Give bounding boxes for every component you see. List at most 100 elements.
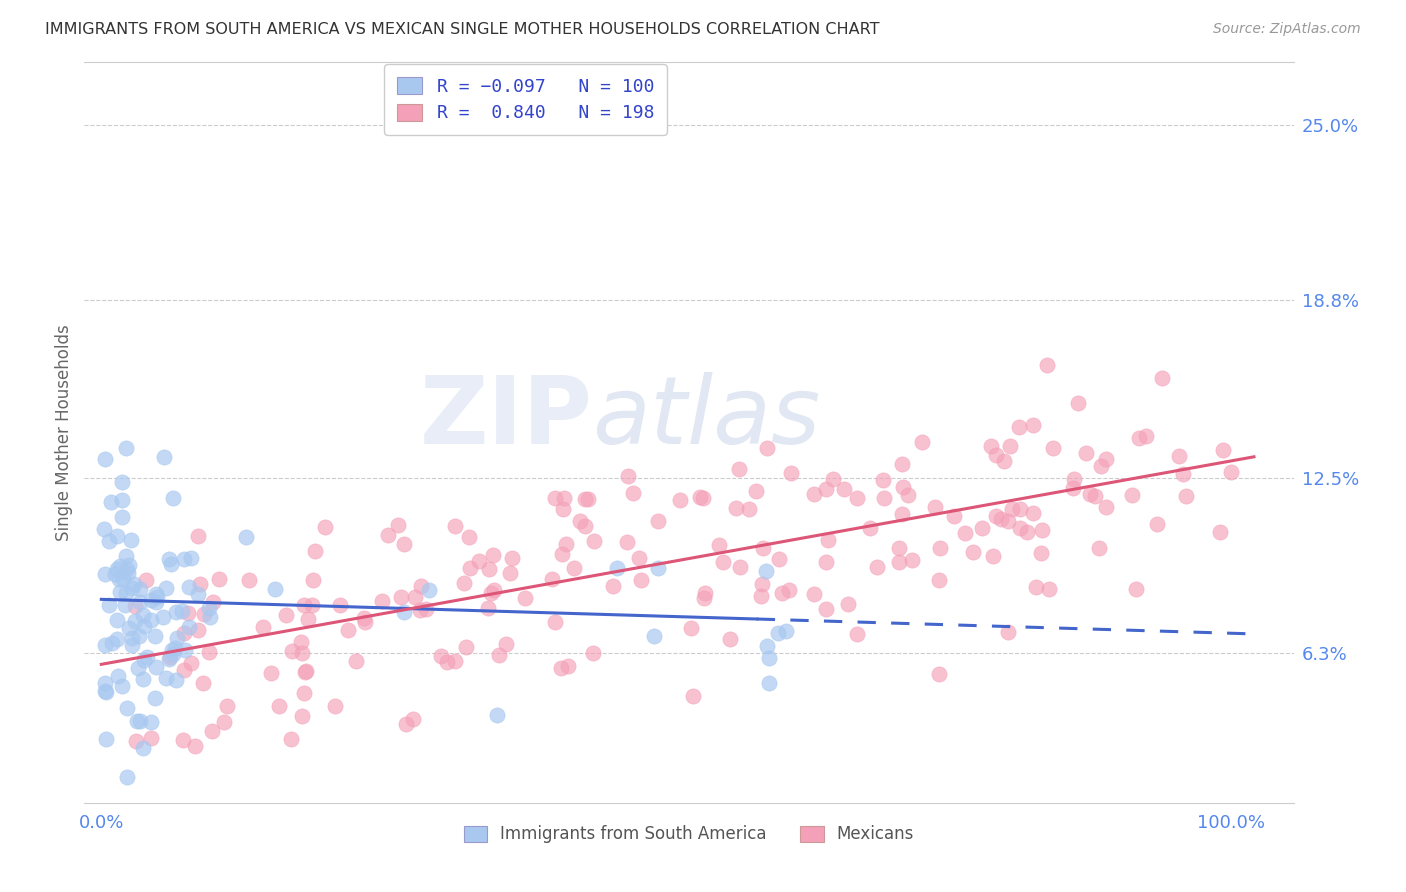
Point: [107, 669, 129, 683]
Point: [837, 597, 859, 611]
Point: [110, 559, 132, 574]
Point: [962, 545, 984, 559]
Point: [173, 663, 195, 677]
Point: [354, 615, 377, 630]
Point: [1175, 490, 1198, 504]
Point: [93, 452, 115, 467]
Point: [647, 514, 669, 528]
Point: [444, 519, 467, 533]
Point: [755, 441, 778, 455]
Point: [187, 587, 209, 601]
Point: [177, 620, 200, 634]
Point: [551, 547, 574, 561]
Point: [984, 448, 1007, 462]
Point: [117, 561, 139, 575]
Point: [453, 575, 475, 590]
Point: [329, 598, 352, 612]
Point: [758, 651, 780, 665]
Point: [628, 551, 651, 566]
Point: [132, 672, 155, 686]
Point: [689, 490, 711, 504]
Point: [107, 632, 129, 646]
Point: [1125, 582, 1147, 596]
Point: [294, 665, 316, 679]
Point: [814, 555, 837, 569]
Point: [711, 555, 734, 569]
Point: [131, 740, 153, 755]
Point: [292, 686, 315, 700]
Point: [553, 491, 575, 505]
Point: [165, 605, 187, 619]
Point: [1008, 521, 1031, 535]
Point: [751, 577, 773, 591]
Point: [132, 608, 155, 623]
Point: [120, 533, 142, 547]
Point: [402, 712, 425, 726]
Point: [478, 562, 501, 576]
Point: [1146, 517, 1168, 532]
Point: [770, 585, 793, 599]
Point: [291, 708, 314, 723]
Point: [111, 493, 134, 508]
Point: [953, 525, 976, 540]
Point: [550, 661, 572, 675]
Point: [568, 514, 591, 528]
Point: [337, 624, 360, 638]
Point: [1025, 580, 1047, 594]
Point: [814, 482, 837, 496]
Point: [1171, 467, 1194, 481]
Point: [682, 690, 704, 704]
Point: [872, 473, 894, 487]
Point: [172, 732, 194, 747]
Point: [752, 541, 775, 555]
Point: [890, 507, 912, 521]
Point: [121, 581, 143, 595]
Point: [1031, 524, 1053, 538]
Point: [98, 533, 121, 548]
Point: [290, 635, 312, 649]
Y-axis label: Single Mother Households: Single Mother Households: [55, 325, 73, 541]
Point: [108, 572, 131, 586]
Point: [692, 491, 714, 505]
Point: [128, 595, 150, 609]
Point: [139, 593, 162, 607]
Point: [643, 630, 665, 644]
Point: [314, 520, 336, 534]
Point: [540, 572, 562, 586]
Point: [125, 733, 148, 747]
Point: [157, 651, 180, 665]
Point: [260, 665, 283, 680]
Point: [409, 579, 432, 593]
Point: [1080, 487, 1102, 501]
Point: [574, 492, 596, 507]
Point: [832, 482, 855, 496]
Point: [755, 639, 778, 653]
Point: [94, 638, 117, 652]
Point: [928, 574, 950, 588]
Point: [160, 643, 183, 657]
Point: [201, 724, 224, 739]
Point: [997, 625, 1019, 640]
Point: [430, 648, 453, 663]
Point: [118, 621, 141, 635]
Point: [998, 439, 1021, 453]
Point: [173, 643, 195, 657]
Point: [170, 604, 193, 618]
Point: [582, 646, 605, 660]
Point: [873, 491, 896, 506]
Point: [108, 585, 131, 599]
Point: [544, 615, 567, 629]
Point: [128, 582, 150, 596]
Point: [557, 658, 579, 673]
Point: [499, 566, 522, 580]
Point: [139, 613, 162, 627]
Point: [778, 583, 800, 598]
Point: [198, 645, 221, 659]
Point: [897, 488, 920, 502]
Point: [755, 564, 778, 578]
Point: [942, 508, 965, 523]
Point: [859, 521, 882, 535]
Point: [749, 589, 772, 603]
Point: [252, 620, 274, 634]
Point: [274, 607, 297, 622]
